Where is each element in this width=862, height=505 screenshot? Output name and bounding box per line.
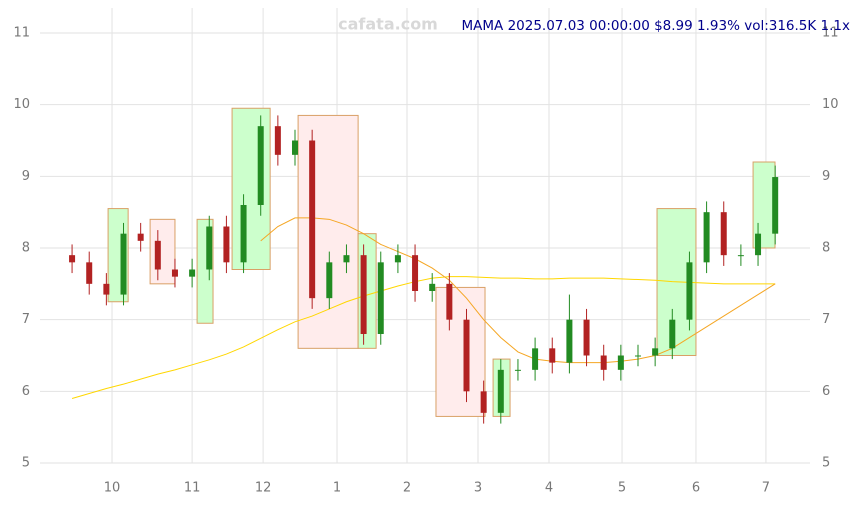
- y-tick-label-right: 11: [822, 26, 839, 41]
- candle-body: [223, 226, 230, 263]
- y-tick-label: 6: [22, 384, 30, 399]
- candle-body: [669, 319, 676, 349]
- watermark: cafata.com: [338, 15, 438, 34]
- y-tick-label: 7: [22, 312, 30, 327]
- candle-body: [240, 205, 247, 263]
- candle-body: [549, 348, 556, 363]
- candle-body: [274, 126, 281, 155]
- chart-title: MAMA 2025.07.03 00:00:00 $8.99 1.93% vol…: [462, 18, 850, 34]
- candle-body: [617, 355, 624, 370]
- x-tick-label: 6: [692, 481, 700, 496]
- candle-body: [257, 126, 264, 205]
- x-tick-label: 11: [184, 481, 201, 496]
- candle-body: [652, 348, 659, 356]
- candle-body: [377, 262, 384, 334]
- candle-body: [69, 255, 76, 263]
- candle-body: [772, 177, 779, 234]
- candle-body: [532, 348, 539, 370]
- candle-body: [171, 269, 178, 277]
- candle-body: [720, 212, 727, 256]
- lines: [71, 217, 776, 399]
- y-tick-label: 8: [22, 241, 30, 256]
- y-tick-label-right: 8: [822, 241, 830, 256]
- candle-body: [514, 369, 521, 371]
- x-tick-label: 1: [333, 481, 341, 496]
- candle-body: [429, 283, 436, 291]
- candle-body: [412, 255, 419, 291]
- candle-body: [206, 226, 213, 270]
- candle-body: [566, 319, 573, 363]
- candle-body: [154, 240, 161, 270]
- x-tick-label: 10: [104, 481, 121, 496]
- candle-body: [86, 262, 93, 284]
- candle-body: [394, 255, 401, 263]
- x-tick-label: 12: [255, 481, 272, 496]
- y-tick-label-right: 5: [822, 456, 830, 471]
- zone: [231, 107, 271, 270]
- y-tick-label-right: 7: [822, 312, 830, 327]
- candle-body: [309, 140, 316, 299]
- zone: [435, 286, 486, 417]
- x-tick-label: 3: [474, 481, 482, 496]
- zone: [297, 114, 359, 349]
- candle-body: [360, 255, 367, 334]
- candle-body: [103, 283, 110, 295]
- candle-body: [343, 255, 350, 263]
- y-tick-label: 9: [22, 169, 30, 184]
- candle-body: [120, 233, 127, 295]
- candle-body: [703, 212, 710, 263]
- y-tick-label: 11: [13, 26, 30, 41]
- candle-body: [583, 319, 590, 356]
- zone: [149, 218, 176, 285]
- candle-body: [189, 269, 196, 277]
- x-tick-label: 5: [618, 481, 626, 496]
- y-tick-label-right: 10: [822, 97, 839, 112]
- candle-body: [326, 262, 333, 299]
- candle-body: [463, 319, 470, 392]
- candle-body: [600, 355, 607, 370]
- candle-body: [480, 391, 487, 413]
- ma-line: [71, 276, 776, 399]
- candle-body: [137, 233, 144, 241]
- candle-body: [686, 262, 693, 320]
- candle-body: [737, 255, 744, 257]
- x-tick-label: 2: [403, 481, 411, 496]
- x-tick-label: 4: [545, 481, 553, 496]
- x-tick-label: 7: [762, 481, 770, 496]
- y-tick-label-right: 9: [822, 169, 830, 184]
- y-tick-label: 5: [22, 456, 30, 471]
- candle-body: [292, 140, 299, 155]
- ma-line: [260, 217, 776, 364]
- candle-body: [497, 369, 504, 413]
- candles: [69, 115, 779, 424]
- y-tick-label-right: 6: [822, 384, 830, 399]
- y-tick-label: 10: [13, 97, 30, 112]
- candle-body: [755, 233, 762, 256]
- candle-body: [634, 355, 641, 357]
- candle-body: [446, 283, 453, 320]
